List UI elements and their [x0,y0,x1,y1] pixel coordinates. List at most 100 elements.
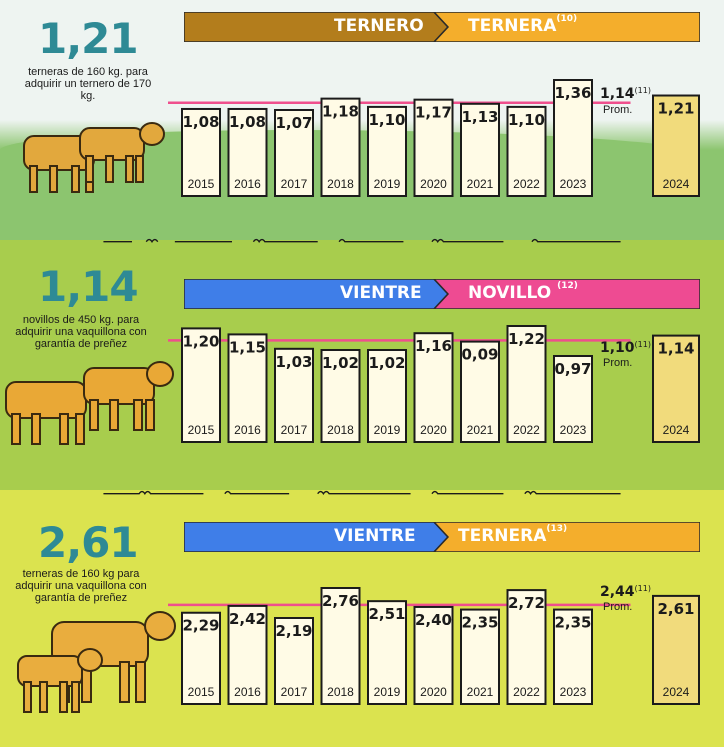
bar-year-2019: 2019 [374,685,401,699]
panel-3-average-caption: Prom. [603,601,633,613]
bar-value-2022: 1,10 [508,111,545,129]
bar-2015 [181,611,221,706]
bar-2023 [553,79,593,197]
panel-1-average-value: 1,14 [600,86,635,102]
bar-year-2022: 2022 [513,685,540,699]
bar-2024 [652,594,700,705]
bar-year-2022: 2022 [513,423,540,437]
panel-3-average-note: (11) [634,584,651,593]
panel-1-ribbon-note: (10) [556,14,578,24]
panel-2-average: 1,10(11) [600,340,651,356]
bar-value-2024: 1,21 [657,100,694,118]
bar-2023 [553,608,593,705]
grass-divider-1 [103,238,621,244]
bar-value-2018: 1,02 [322,354,359,372]
bar-2018 [320,349,361,443]
panel-2-chart: 1,20 2015 1,15 2016 1,03 2017 1,02 2018 1,02 2019… [160,306,720,446]
panel-3-chart: 2,29 2015 2,42 2016 2,19 2017 2,76 2018 2,51 2019… [160,562,720,708]
bar-2020 [413,332,454,444]
bar-2024 [652,94,700,197]
panel-3-ribbon-left: VIENTRE [334,526,416,546]
bar-value-2022: 1,22 [508,330,545,348]
panel-2-average-value: 1,10 [600,340,635,356]
bar-value-2017: 1,07 [275,114,312,132]
bar-value-2023: 1,36 [554,84,591,102]
bar-2018 [320,97,361,197]
bar-2017 [274,347,314,443]
panel-3-chart-svg: 2,29 2015 2,42 2016 2,19 2017 2,76 2018 2,51 2019… [168,587,700,706]
bar-value-2022: 2,72 [508,594,545,612]
panel-2-average-caption: Prom. [603,357,633,369]
bar-value-2021: 0,09 [461,346,498,364]
panel-2-ribbon-note: (12) [557,281,578,291]
panel-1-ribbon-right-text: TERNERA [468,16,557,36]
bar-year-2018: 2018 [327,423,354,437]
panel-3-ribbon-right: TERNERA(13) [458,524,568,546]
bar-value-2016: 1,15 [229,338,266,356]
bar-value-2023: 2,35 [554,614,591,632]
panel-1-average: 1,14(11) [600,86,651,102]
bar-2019 [367,105,407,197]
bar-year-2021: 2021 [467,685,494,699]
bar-year-2019: 2019 [374,423,401,437]
bar-2016 [227,333,268,443]
bar-2017 [274,109,314,197]
bar-2019 [367,349,407,443]
bar-value-2015: 1,08 [182,113,219,131]
bar-2018 [320,587,361,705]
bar-year-2017: 2017 [281,423,308,437]
bar-value-2015: 1,20 [182,332,219,350]
panel-3-headline: 2,61 [38,518,139,567]
panel-3-average-value: 2,44 [600,584,635,600]
bar-value-2023: 0,97 [554,360,591,378]
panel-2-chart-svg: 1,20 2015 1,15 2016 1,03 2017 1,02 2018 1,02 2019… [168,325,700,444]
bar-value-2024: 1,14 [657,340,694,358]
bar-value-2024: 2,61 [657,600,694,618]
bar-year-2015: 2015 [188,177,215,191]
heifer-icon [5,361,174,445]
panel-1-average-caption: Prom. [603,104,633,116]
bar-2016 [227,107,268,198]
bar-2015 [181,107,221,198]
bar-year-2023: 2023 [560,423,587,437]
panel-1-chart-svg: 1,08 2015 1,08 2016 1,07 2017 1,18 2018 1,10 2019… [168,79,700,198]
panel-2-ribbon-left: VIENTRE [340,283,422,303]
panel-3-ribbon-note: (13) [546,524,568,534]
bar-2022 [506,325,547,443]
bar-value-2021: 2,35 [461,614,498,632]
bar-2023 [553,355,593,443]
panel-1-ribbon-left: TERNERO [334,16,424,36]
bar-value-2015: 2,29 [182,617,219,635]
panel-3-description: terneras de 160 kg para adquirir una vaq… [15,568,147,604]
bar-value-2017: 2,19 [275,622,312,640]
bar-year-2015: 2015 [188,685,215,699]
bar-2020 [413,98,454,197]
panel-1-ribbon: TERNERO TERNERA(10) [184,12,700,42]
bar-2021 [460,608,500,705]
bar-year-2023: 2023 [560,177,587,191]
bar-2024 [652,334,700,444]
bar-value-2019: 1,10 [368,111,405,129]
bar-year-2015: 2015 [188,423,215,437]
bar-value-2020: 2,40 [415,611,452,629]
grass-divider-2 [103,490,621,496]
panel-2-ribbon-right: NOVILLO (12) [468,281,578,303]
bar-year-2024: 2024 [663,177,690,191]
bar-year-2020: 2020 [420,685,447,699]
bar-value-2019: 1,02 [368,354,405,372]
panel-1-average-note: (11) [634,86,651,95]
bar-value-2020: 1,17 [415,104,452,122]
bar-value-2016: 1,08 [229,113,266,131]
bar-year-2021: 2021 [467,177,494,191]
bar-value-2020: 1,16 [415,337,452,355]
bar-value-2018: 2,76 [322,592,359,610]
bar-year-2019: 2019 [374,177,401,191]
panel-1-ribbon-right: TERNERA(10) [468,14,578,36]
bar-value-2018: 1,18 [322,103,359,121]
panel-3-ribbon: VIENTRE TERNERA(13) [184,522,700,552]
panel-2-ribbon: VIENTRE NOVILLO (12) [184,279,700,309]
panel-1-headline: 1,21 [38,14,139,63]
bar-2019 [367,600,407,705]
panel-3-average: 2,44(11) [600,584,651,600]
cow-icon [23,122,165,193]
